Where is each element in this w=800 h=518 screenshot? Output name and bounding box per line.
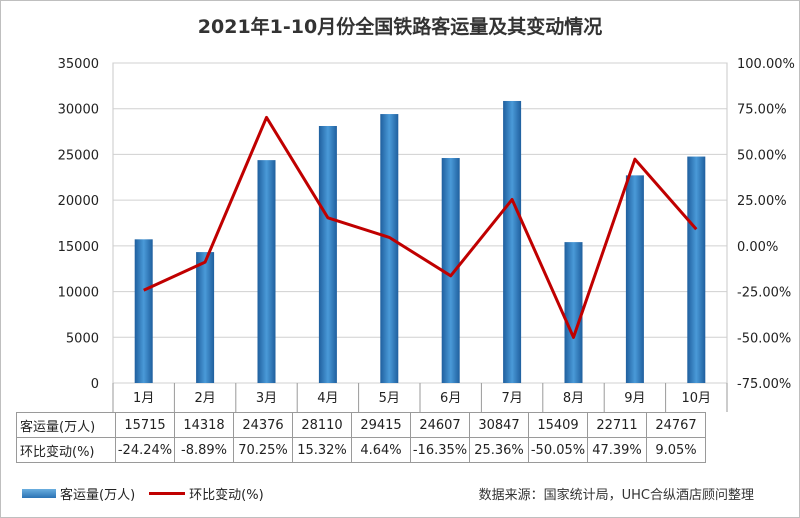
- table-cell: -50.05%: [528, 437, 588, 463]
- bar: [196, 252, 215, 383]
- table-row: 客运量(万人) 15715 14318 24376 28110 29415 24…: [16, 412, 706, 438]
- table-cell: -16.35%: [410, 437, 470, 463]
- x-tick-label: 5月: [379, 391, 400, 406]
- y-left-tick-label: 15000: [58, 240, 99, 255]
- bar: [625, 175, 644, 383]
- x-tick-label: 6月: [440, 391, 461, 406]
- table-cell: 25.36%: [469, 437, 529, 463]
- bar: [564, 242, 583, 383]
- table-cell: 24767: [646, 412, 706, 438]
- bar: [503, 100, 522, 384]
- table-cell: 30847: [469, 412, 529, 438]
- bar: [441, 158, 460, 383]
- y-right-tick-label: -75.00%: [737, 377, 791, 392]
- table-cell: 15409: [528, 412, 588, 438]
- y-left-tick-label: 30000: [58, 103, 99, 118]
- table-cell: 4.64%: [351, 437, 411, 463]
- x-tick-label: 3月: [256, 391, 277, 406]
- legend-line-label: 环比变动(%): [189, 488, 264, 503]
- y-right-tick-label: 0.00%: [737, 240, 778, 255]
- y-left-tick-label: 5000: [66, 331, 99, 346]
- table-cell: -24.24%: [115, 437, 175, 463]
- y-right-tick-label: 100.00%: [737, 57, 795, 72]
- table-row: 环比变动(%) -24.24% -8.89% 70.25% 15.32% 4.6…: [16, 437, 706, 463]
- table-cell: 15.32%: [292, 437, 352, 463]
- x-tick-label: 7月: [501, 391, 522, 406]
- legend-line-swatch: [149, 492, 186, 495]
- x-tick-label: 1月: [133, 391, 154, 406]
- y-right-tick-label: -25.00%: [737, 286, 791, 301]
- y-left-tick-label: 20000: [58, 194, 99, 209]
- y-left-tick-label: 0: [91, 377, 99, 392]
- bar: [687, 156, 706, 383]
- table-cell: 70.25%: [233, 437, 293, 463]
- table-cell: 28110: [292, 412, 352, 438]
- bar: [257, 160, 276, 383]
- table-cell: 9.05%: [646, 437, 706, 463]
- row-header-change: 环比变动(%): [16, 437, 116, 463]
- source-note: 数据来源：国家统计局，UHC合纵酒店顾问整理: [478, 488, 754, 503]
- y-left-tick-label: 35000: [58, 57, 99, 72]
- row-header-volume: 客运量(万人): [16, 412, 116, 438]
- y-right-tick-label: 75.00%: [737, 103, 787, 118]
- bar: [318, 125, 337, 383]
- x-tick-label: 4月: [317, 391, 338, 406]
- legend-bar-swatch: [22, 489, 56, 498]
- y-right-tick-label: 25.00%: [737, 194, 787, 209]
- y-left-tick-label: 10000: [58, 286, 99, 301]
- x-tick-label: 10月: [682, 391, 712, 406]
- y-right-tick-label: -50.00%: [737, 331, 791, 346]
- x-tick-label: 2月: [194, 391, 215, 406]
- y-left-tick-label: 25000: [58, 148, 99, 163]
- table-cell: 29415: [351, 412, 411, 438]
- y-right-tick-label: 50.00%: [737, 148, 787, 163]
- table-cell: 15715: [115, 412, 175, 438]
- data-table: 客运量(万人) 15715 14318 24376 28110 29415 24…: [16, 412, 706, 463]
- bar: [380, 114, 399, 383]
- table-cell: 14318: [174, 412, 234, 438]
- change-line: [143, 115, 698, 339]
- table-cell: 24607: [410, 412, 470, 438]
- x-tick-label: 8月: [563, 391, 584, 406]
- x-tick-label: 9月: [624, 391, 645, 406]
- table-cell: -8.89%: [174, 437, 234, 463]
- chart-title: 2021年1-10月份全国铁路客运量及其变动情况: [197, 16, 603, 38]
- legend: 客运量(万人) 环比变动(%): [22, 484, 264, 503]
- legend-bar-label: 客运量(万人): [60, 488, 136, 503]
- bar: [134, 239, 153, 383]
- table-cell: 24376: [233, 412, 293, 438]
- table-cell: 22711: [587, 412, 647, 438]
- table-cell: 47.39%: [587, 437, 647, 463]
